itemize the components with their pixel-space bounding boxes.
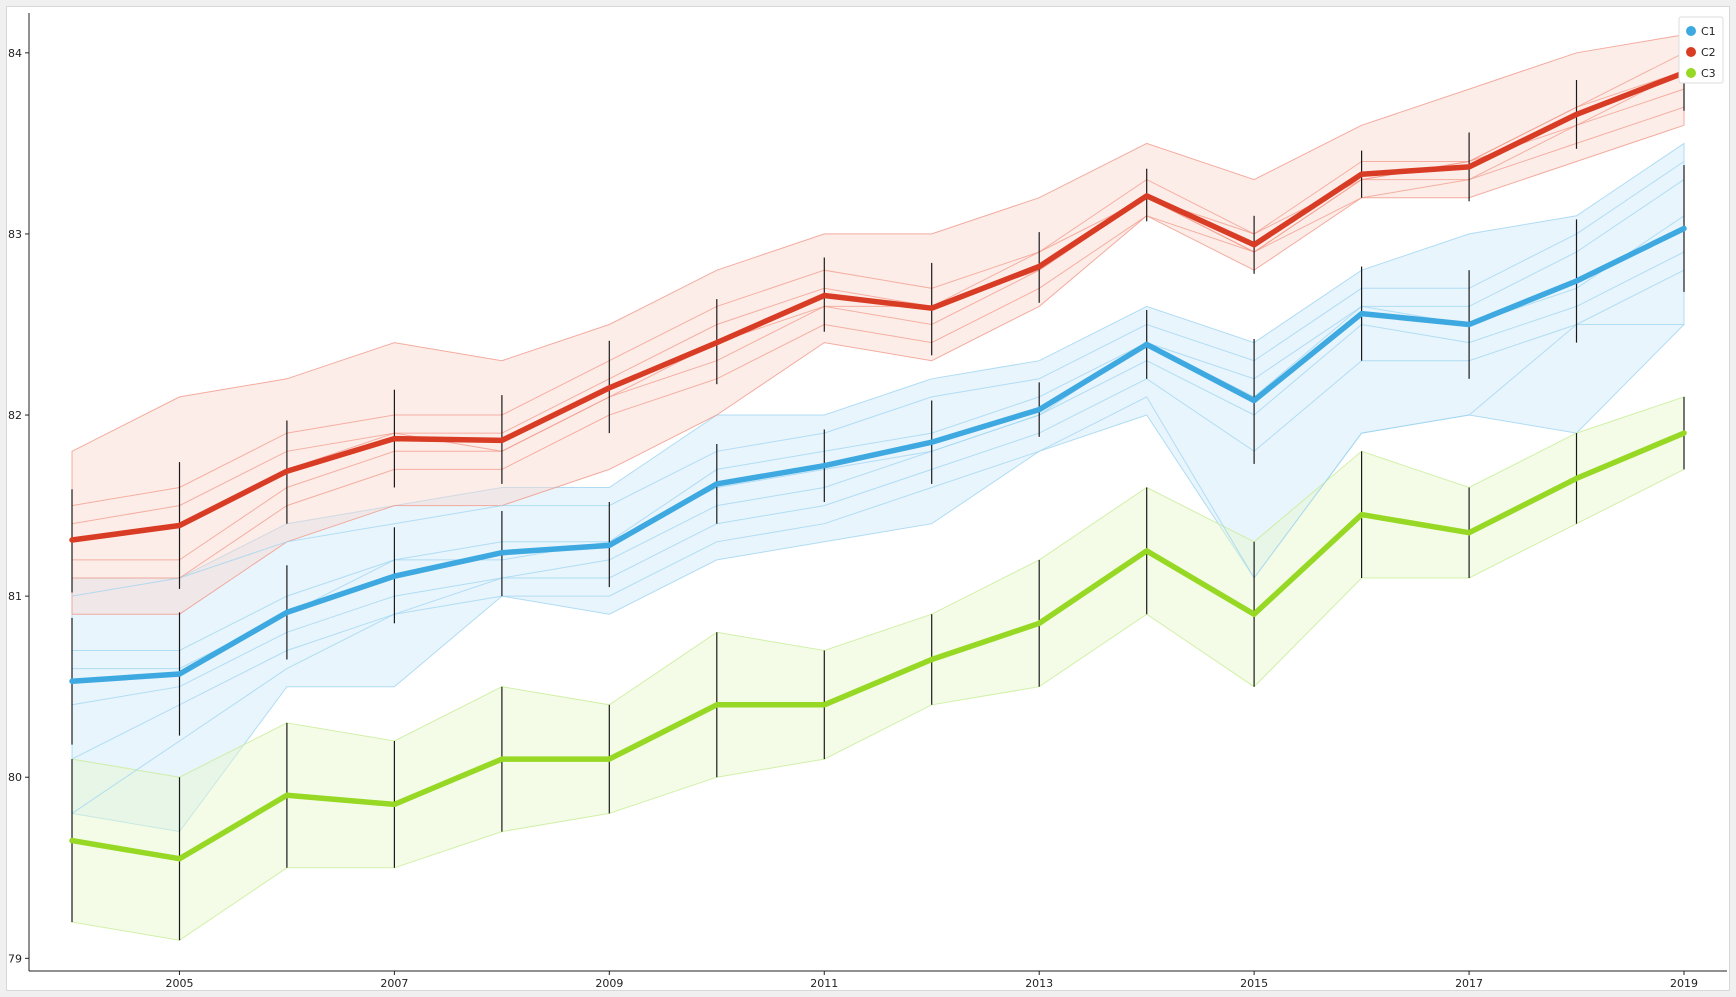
c1-mean-line — [69, 225, 1687, 684]
c3-point-2015 — [1251, 611, 1257, 617]
c2-point-2018 — [1574, 112, 1579, 117]
c2-point-2004 — [69, 537, 75, 543]
c1-member-line-5 — [72, 215, 1685, 670]
c3-point-2008 — [499, 756, 505, 762]
c2-point-2012 — [929, 305, 935, 311]
c3-point-2004 — [69, 838, 75, 843]
c2-point-2014 — [1144, 193, 1150, 199]
c3-legend-marker — [1686, 68, 1696, 78]
y-tick-label-80: 80 — [8, 771, 22, 784]
c2-point-2017 — [1466, 164, 1472, 170]
x-tick-label-2011: 2011 — [810, 977, 838, 990]
y-tick-label-79: 79 — [8, 952, 22, 965]
c3-point-2007 — [392, 802, 397, 807]
c1-point-2012 — [929, 439, 935, 445]
c1-point-2007 — [392, 573, 397, 579]
c2-point-2007 — [392, 436, 397, 441]
c3-point-2006 — [284, 792, 290, 798]
x-tick-label-2005: 2005 — [165, 977, 193, 990]
c2-member-line-1 — [71, 52, 1685, 507]
y-tick-label-82: 82 — [8, 409, 22, 422]
c2-point-2008 — [499, 438, 505, 443]
c2-member-line-2 — [72, 88, 1685, 561]
member-lines — [71, 52, 1685, 814]
x-tick-label-2013: 2013 — [1025, 977, 1053, 990]
c2-point-2016 — [1359, 171, 1364, 177]
c3-point-2010 — [714, 702, 720, 708]
c3-point-2012 — [929, 657, 935, 662]
c2-point-2006 — [284, 468, 290, 474]
c1-member-line-1 — [72, 179, 1685, 651]
c1-legend-label: C1 — [1701, 25, 1716, 38]
c3-mean-line — [69, 430, 1687, 862]
c3-point-2009 — [606, 756, 612, 762]
c1-point-2018 — [1574, 278, 1579, 284]
series-lines — [69, 70, 1687, 862]
c2-point-2009 — [606, 385, 612, 391]
c1-point-2019 — [1681, 226, 1687, 231]
c2-point-2010 — [714, 340, 720, 345]
c1-point-2009 — [606, 543, 612, 548]
c1-point-2010 — [714, 481, 720, 487]
c1-point-2004 — [69, 678, 75, 684]
y-tick-label-84: 84 — [8, 47, 22, 60]
c1-point-2015 — [1251, 398, 1257, 403]
y-tick-label-81: 81 — [8, 590, 22, 603]
x-tick-label-2019: 2019 — [1670, 977, 1698, 990]
c2-legend-marker — [1686, 47, 1696, 57]
c2-legend-label: C2 — [1701, 46, 1716, 59]
c1-point-2006 — [284, 610, 290, 615]
c2-point-2013 — [1036, 264, 1042, 269]
legend[interactable]: C1 C2 C3 — [1678, 16, 1724, 84]
c2-mean-line — [69, 70, 1687, 543]
c3-legend-label: C3 — [1701, 67, 1716, 80]
c3-point-2013 — [1036, 620, 1042, 626]
c1-point-2014 — [1144, 342, 1150, 347]
x-tick-label-2015: 2015 — [1240, 977, 1268, 990]
c3-point-2005 — [177, 856, 182, 862]
line-chart: 79 80 81 82 83 84 2005 2007 2009 2011 2013 2015 2017… — [8, 13, 1727, 990]
c3-point-2017 — [1466, 530, 1472, 536]
c3-point-2019 — [1681, 430, 1687, 436]
chart-window: 79 80 81 82 83 84 2005 2007 2009 2011 2013 2015 2017… — [6, 6, 1730, 991]
c2-point-2005 — [177, 523, 182, 528]
axes: 79 80 81 82 83 84 2005 2007 2009 2011 2013 2015 2017… — [8, 13, 1727, 990]
c1-member-line-2 — [71, 251, 1685, 706]
x-tick-label-2007: 2007 — [380, 977, 408, 990]
c2-point-2011 — [821, 293, 827, 298]
c3-point-2018 — [1574, 476, 1579, 481]
c1-point-2016 — [1359, 311, 1364, 316]
c1-point-2011 — [821, 463, 827, 469]
x-tick-label-2017: 2017 — [1455, 977, 1483, 990]
c1-point-2013 — [1036, 407, 1042, 412]
c3-point-2014 — [1144, 548, 1150, 554]
c3-point-2011 — [821, 702, 827, 708]
c1-point-2017 — [1466, 322, 1472, 327]
c1-member-line-3 — [71, 161, 1685, 597]
x-tick-label-2009: 2009 — [595, 977, 623, 990]
c1-point-2008 — [499, 550, 505, 556]
c1-member-line-6 — [71, 324, 1684, 814]
y-tick-label-83: 83 — [8, 228, 22, 241]
c2-member-line-4 — [72, 106, 1685, 579]
c2-point-2015 — [1251, 242, 1257, 248]
c1-member-line-4 — [71, 269, 1685, 760]
c1-point-2005 — [177, 671, 182, 677]
c3-point-2016 — [1359, 512, 1364, 517]
c1-legend-marker — [1686, 26, 1696, 36]
